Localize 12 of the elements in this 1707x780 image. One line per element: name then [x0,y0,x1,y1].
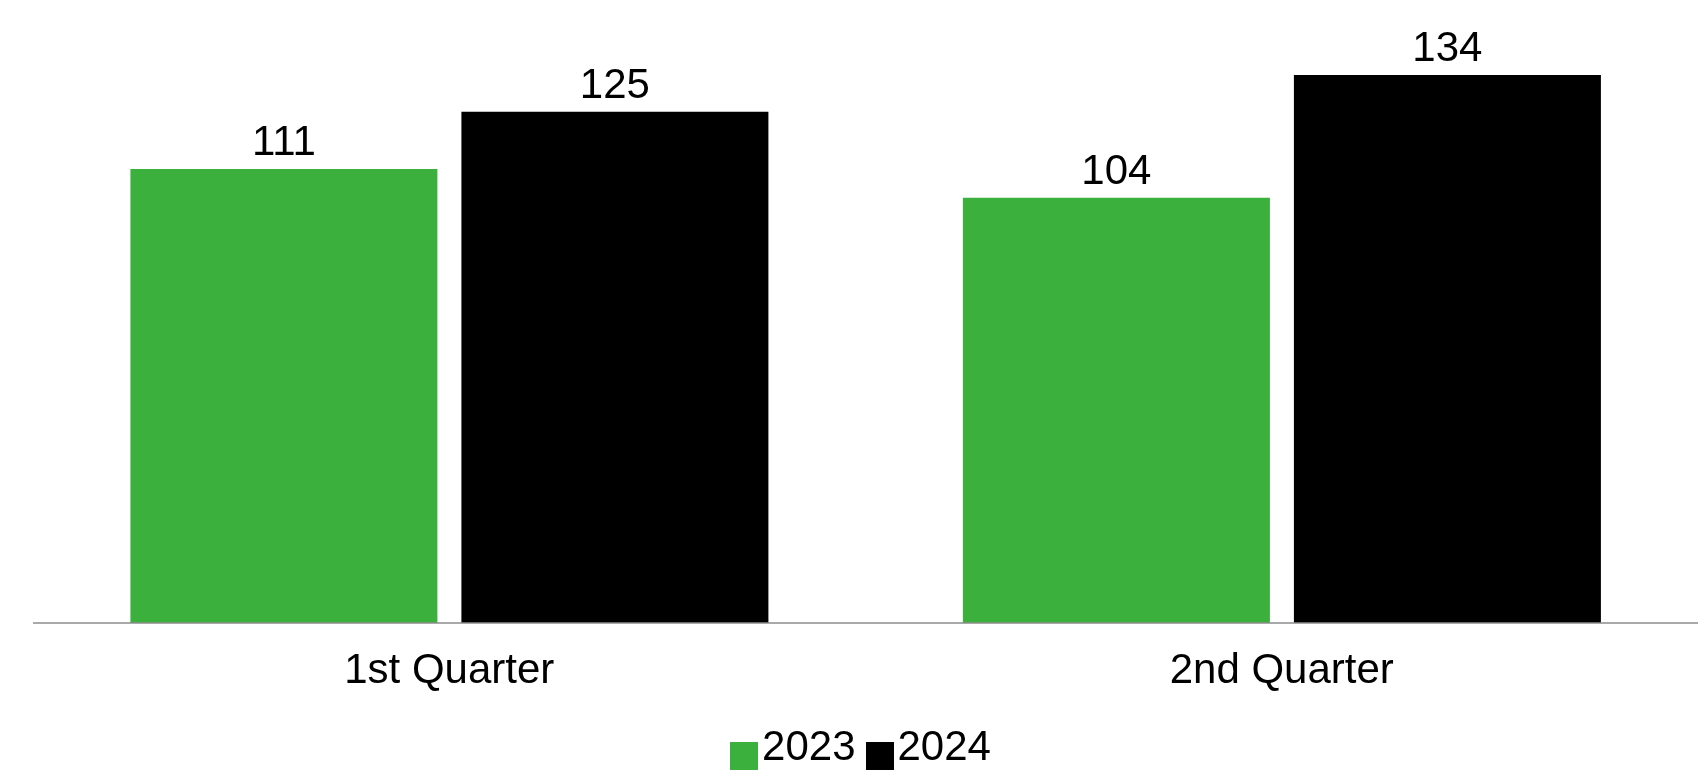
x-tick-label: 2nd Quarter [1169,644,1394,692]
data-label: 125 [579,59,650,107]
bar [962,197,1270,623]
data-label: 104 [1081,145,1152,193]
bar [461,111,769,623]
x-tick-label: 1st Quarter [344,644,555,692]
bar [1293,75,1601,623]
bar [130,169,438,623]
legend-label: 2024 [897,722,991,769]
data-label: 111 [251,117,316,165]
legend-label: 2023 [762,722,856,769]
data-label: 134 [1412,23,1483,70]
